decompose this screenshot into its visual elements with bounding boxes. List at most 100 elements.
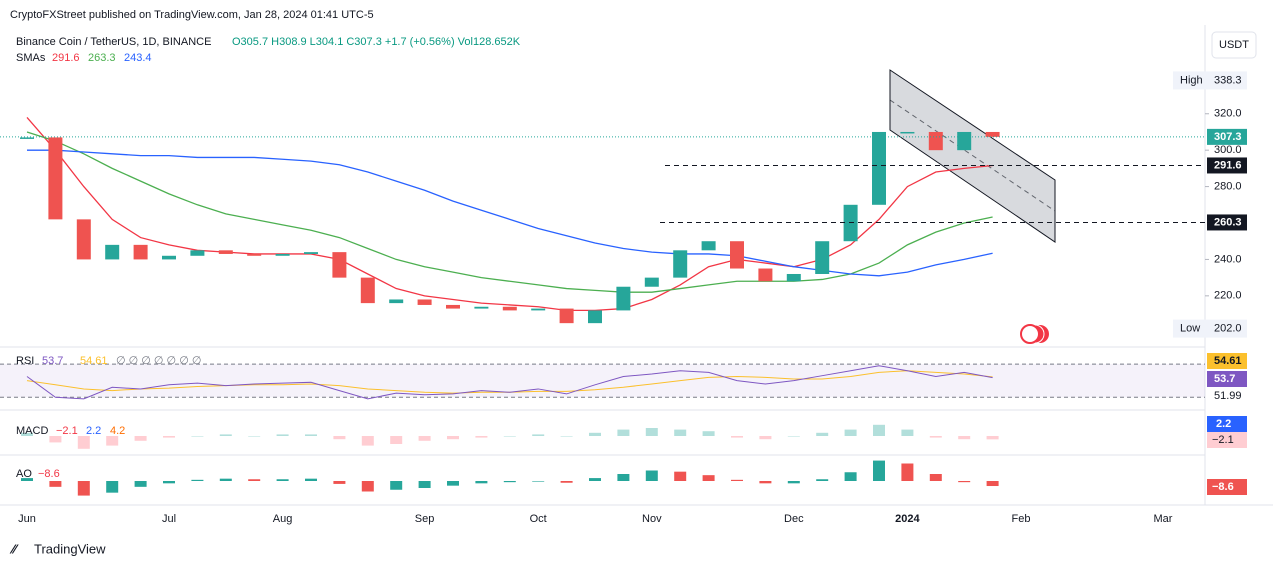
macd-hist-box <box>1207 432 1247 448</box>
last-price-box <box>1207 128 1247 145</box>
macd-bar <box>191 436 204 437</box>
macd-bar <box>986 436 999 440</box>
high-label: High <box>1180 74 1203 86</box>
candle <box>332 252 347 278</box>
x-tick-label: Nov <box>642 513 662 525</box>
symbol-title: Binance Coin / TetherUS, 1D, BINANCE <box>16 36 211 48</box>
publisher: CryptoFXStreet published on TradingView.… <box>10 9 374 21</box>
candle <box>815 241 830 274</box>
ao-bar <box>674 471 687 481</box>
low-box <box>1173 319 1247 338</box>
x-tick-label: Aug <box>273 513 293 525</box>
ao-value: −8.6 <box>38 468 60 480</box>
y-tick-label: 300.0 <box>1214 144 1242 156</box>
macd-hist: −2.1 <box>56 425 78 437</box>
macd-bar <box>418 436 431 441</box>
ao-bar <box>787 481 800 484</box>
ao-bar <box>816 479 829 481</box>
level-label: 291.6 <box>1214 159 1242 171</box>
candle <box>218 250 233 254</box>
ao-bar <box>731 479 743 481</box>
candle <box>786 273 801 282</box>
ao-bar <box>163 481 175 484</box>
sma-label: SMAs <box>16 52 46 64</box>
macd-bar <box>361 436 374 446</box>
ao-label: AO <box>16 468 32 480</box>
currency[interactable]: USDT <box>1219 39 1249 51</box>
ao-bar <box>873 460 885 481</box>
ao-bar <box>77 481 90 496</box>
channel-mid <box>889 99 1056 212</box>
macd-bar <box>532 434 545 436</box>
level-box <box>1207 157 1247 174</box>
macd-hist-axis: −2.1 <box>1212 434 1234 446</box>
macd-bar <box>163 436 175 438</box>
ao-bar <box>702 475 715 481</box>
ao-bar <box>106 481 119 493</box>
x-tick-label: Dec <box>784 513 804 525</box>
level-box <box>1207 214 1247 231</box>
currency-button[interactable] <box>1211 31 1257 59</box>
macd-bar <box>787 436 800 437</box>
macd-box <box>1207 416 1247 432</box>
footer-brand: TradingView <box>34 541 106 556</box>
ao-bar <box>390 481 403 490</box>
ao-bar <box>134 481 147 487</box>
macd-label: MACD <box>16 425 48 437</box>
ao-bar <box>901 463 914 481</box>
ao-bar <box>21 478 33 481</box>
rsi-ma-value: 54.61 <box>80 355 108 367</box>
candle <box>446 304 460 309</box>
ao-bar <box>475 481 488 484</box>
footer-logo: ⁄⁄ <box>9 541 19 556</box>
rsi-label: RSI <box>16 355 34 367</box>
candle <box>360 277 375 304</box>
sma-line <box>27 149 993 277</box>
macd-bar <box>759 436 772 440</box>
macd-bar <box>21 432 33 436</box>
ao-bar <box>560 481 573 483</box>
macd-bar <box>929 436 942 438</box>
x-tick-label: Mar <box>1154 513 1173 525</box>
macd-axis: 2.2 <box>1216 418 1231 430</box>
candle <box>673 250 688 278</box>
macd-bar <box>49 436 62 443</box>
ao-bar <box>191 479 204 481</box>
ao-bar <box>929 474 942 481</box>
candle <box>417 299 432 305</box>
macd-bar <box>134 436 147 441</box>
macd-bar <box>248 436 261 437</box>
y-tick-label: 280.0 <box>1214 180 1242 192</box>
candle <box>190 250 205 256</box>
macd-bar <box>77 436 90 449</box>
ao-bar <box>361 481 374 492</box>
macd-bar <box>560 436 573 437</box>
ao-bar <box>645 470 658 481</box>
macd-bar <box>333 436 346 440</box>
candle <box>247 253 262 256</box>
candle <box>531 308 546 311</box>
ao-bar <box>276 479 289 481</box>
candle <box>957 131 972 151</box>
candle <box>616 286 631 311</box>
candle <box>48 137 63 220</box>
y-tick-label: 320.0 <box>1214 108 1242 120</box>
ao-box <box>1207 479 1247 495</box>
macd-bar <box>901 429 914 436</box>
high-box <box>1173 71 1247 90</box>
ao-bar <box>418 481 431 488</box>
macd-bar <box>816 432 829 436</box>
sma-line <box>26 116 993 312</box>
rsi-side-label: 51.99 <box>1214 390 1242 402</box>
ao-bar <box>447 481 459 486</box>
ao-bar <box>844 472 857 481</box>
candle <box>872 131 886 205</box>
macd-line: 2.2 <box>86 425 101 437</box>
candle <box>928 131 943 151</box>
candle <box>133 244 148 260</box>
candle <box>730 241 744 269</box>
macd-bar <box>702 431 715 436</box>
ohlc: O305.7 H308.9 L304.1 C307.3 +1.7 (+0.56%… <box>232 36 521 48</box>
rsi-ma-box <box>1207 353 1247 369</box>
